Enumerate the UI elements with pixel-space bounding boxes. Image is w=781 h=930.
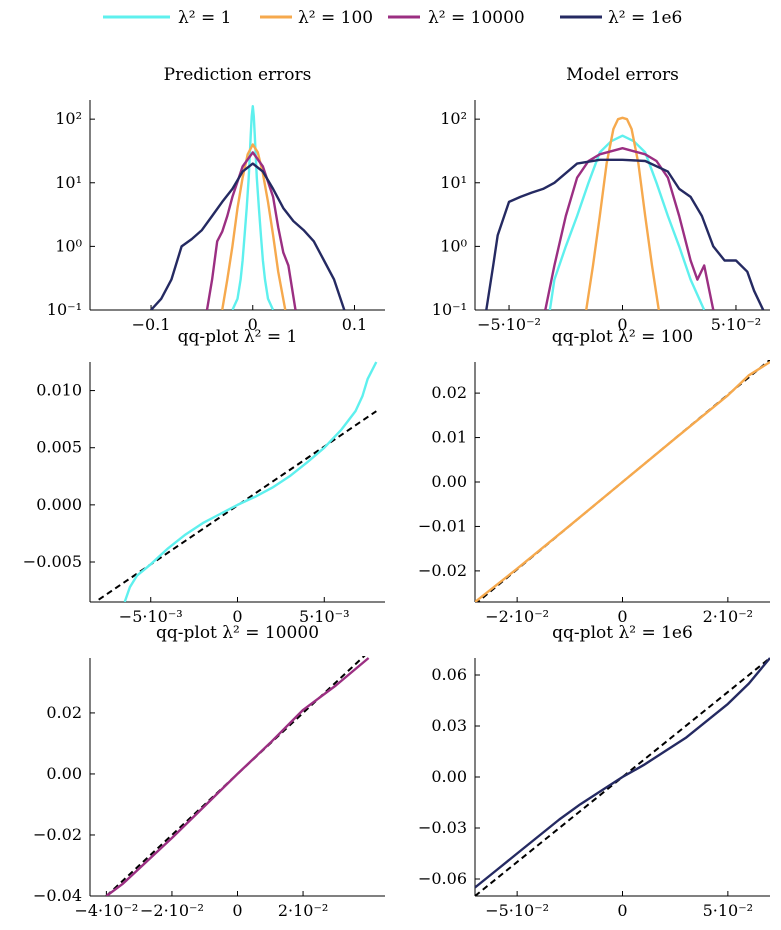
legend-entry-2: λ² = 100 <box>260 8 373 28</box>
y-tick-label: 10⁰ <box>55 236 82 255</box>
panel-1: Prediction errors −0.1 0 0.1 10⁻¹ 10⁰ 10¹ 10² <box>47 65 385 334</box>
y-tick-label: 10⁻¹ <box>432 300 467 319</box>
y-tick-label: −0.02 <box>418 561 467 580</box>
x-tick-label: 5·10⁻² <box>703 901 753 920</box>
y-tick-label: 0.02 <box>46 703 82 722</box>
y-tick-label: 10² <box>440 109 467 128</box>
y-tick-label: 0.00 <box>431 472 467 491</box>
series-line <box>231 105 275 310</box>
x-tick-label: 0.1 <box>342 315 367 334</box>
panel-title: Prediction errors <box>164 65 312 85</box>
series-line <box>485 158 765 310</box>
y-tick-label: 0.01 <box>431 428 467 447</box>
panel-title: qq-plot λ² = 100 <box>552 327 693 347</box>
reference-line <box>475 657 770 896</box>
y-tick-label: 0.03 <box>431 716 467 735</box>
series-line <box>221 143 287 310</box>
x-tick-label: −5·10⁻² <box>477 315 541 334</box>
x-tick-label: 0 <box>232 901 242 920</box>
panel-3: qq-plot λ² = 1 −5·10⁻³ 0 5·10⁻³ −0.005 0.000 0… <box>23 327 385 626</box>
legend-label-3: λ² = 10000 <box>428 8 525 28</box>
panels: Prediction errors−0.1 0 0.110⁻¹10⁰10¹10²Mo… <box>23 65 770 920</box>
plot-area <box>105 656 370 896</box>
legend-entry-3: λ² = 10000 <box>388 8 525 28</box>
series-line <box>205 151 297 310</box>
series-line <box>475 657 770 889</box>
x-tick-label: −2·10⁻² <box>140 901 204 920</box>
y-tick-label: 0.005 <box>36 438 82 457</box>
panel-title: qq-plot λ² = 1 <box>178 327 298 347</box>
x-tick-label: 0 <box>617 315 627 334</box>
x-tick-label: −2·10⁻² <box>485 607 549 626</box>
x-tick-label: −4·10⁻² <box>74 901 138 920</box>
series-line <box>548 134 706 310</box>
x-tick-label: 5·10⁻² <box>711 315 761 334</box>
legend-label-4: λ² = 1e6 <box>608 8 682 28</box>
x-tick-label: −5·10⁻³ <box>119 607 183 626</box>
plot-area <box>98 361 378 602</box>
x-tick-label: 2·10⁻² <box>703 607 753 626</box>
x-tick-label: 0 <box>617 901 627 920</box>
y-tick-label: 10⁰ <box>440 236 467 255</box>
legend-entry-1: λ² = 1 <box>103 8 231 28</box>
panel-title: qq-plot λ² = 1e6 <box>552 623 693 643</box>
y-tick-label: 0.06 <box>431 665 467 684</box>
y-tick-label: 10⁻¹ <box>47 300 82 319</box>
series-line <box>475 360 770 602</box>
y-tick-label: −0.005 <box>23 552 82 571</box>
plot-area <box>475 360 770 602</box>
panel-2: Model errors −5·10⁻² 0 5·10⁻² 10⁻¹ 10⁰ 10¹ 10² <box>432 65 770 334</box>
x-tick-label: 0 <box>232 607 242 626</box>
legend-label-2: λ² = 100 <box>298 8 373 28</box>
y-tick-label: −0.03 <box>418 818 467 837</box>
y-tick-label: −0.02 <box>33 825 82 844</box>
x-tick-label: 5·10⁻³ <box>299 607 349 626</box>
y-tick-label: 10¹ <box>55 173 82 192</box>
series-line <box>105 657 370 896</box>
y-tick-label: 10¹ <box>440 173 467 192</box>
series-line <box>123 361 378 602</box>
y-tick-label: −0.06 <box>418 869 467 888</box>
panel-6: qq-plot λ² = 1e6 −5·10⁻² 0 5·10⁻² −0.06 −0.03… <box>418 623 770 920</box>
x-tick-label: 0 <box>248 315 258 334</box>
y-tick-label: −0.04 <box>33 886 82 905</box>
x-tick-label: −5·10⁻² <box>485 901 549 920</box>
panel-4: qq-plot λ² = 100 −2·10⁻² 0 2·10⁻² −0.02 −0.01… <box>418 327 770 626</box>
y-tick-label: 0.000 <box>36 495 82 514</box>
y-tick-label: 10² <box>55 109 82 128</box>
panel-5: qq-plot λ² = 10000 −4·10⁻² −2·10⁻² 0 2·10⁻² −… <box>33 623 385 920</box>
legend-entry-4: λ² = 1e6 <box>560 8 682 28</box>
panel-title: Model errors <box>566 65 679 85</box>
series-line <box>544 147 715 310</box>
x-tick-label: 2·10⁻² <box>278 901 328 920</box>
panel-title: qq-plot λ² = 10000 <box>156 623 319 643</box>
legend: λ² = 1 λ² = 100 λ² = 10000 λ² = 1e6 <box>103 8 682 28</box>
y-tick-label: 0.00 <box>46 764 82 783</box>
y-tick-label: 0.010 <box>36 381 82 400</box>
plot-area <box>150 105 346 310</box>
series-line <box>585 116 660 310</box>
plot-area <box>475 657 770 896</box>
y-tick-label: 0.00 <box>431 767 467 786</box>
legend-label-1: λ² = 1 <box>178 8 231 28</box>
x-tick-label: −0.1 <box>132 315 171 334</box>
series-line <box>150 162 346 310</box>
plot-area <box>485 116 765 310</box>
y-tick-label: −0.01 <box>418 516 467 535</box>
x-tick-label: 0 <box>617 607 627 626</box>
y-tick-label: 0.02 <box>431 383 467 402</box>
